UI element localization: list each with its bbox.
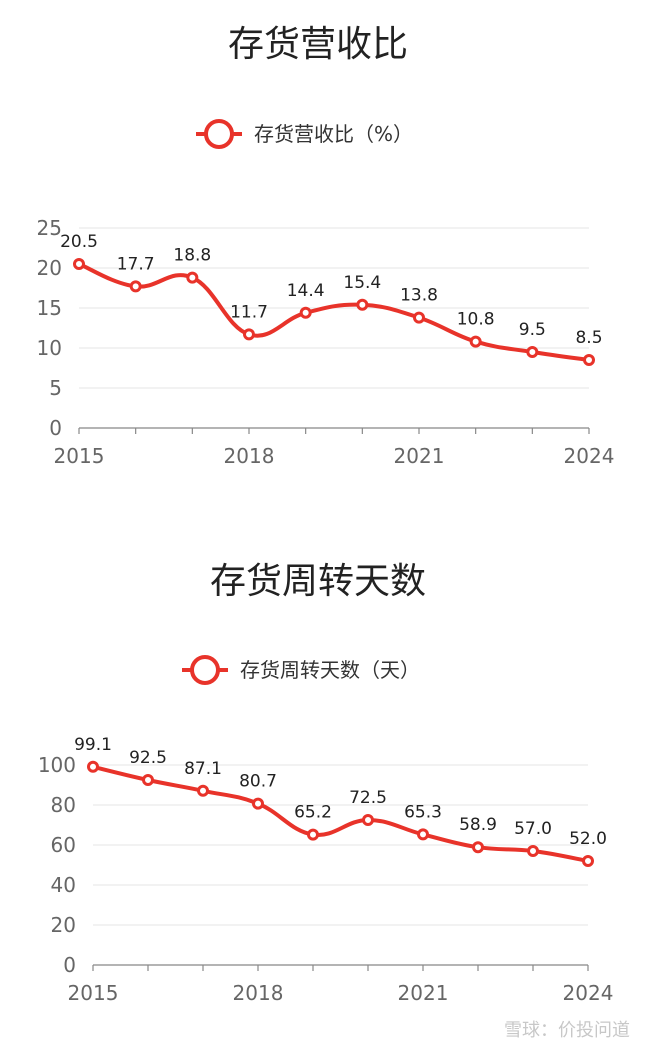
y-tick-label: 60	[51, 833, 76, 857]
data-label: 65.2	[294, 803, 332, 823]
y-tick-label: 20	[51, 913, 76, 937]
x-tick-label: 2021	[394, 444, 445, 468]
legend: 存货周转天数（天）	[182, 655, 420, 685]
x-tick-label: 2021	[398, 981, 449, 1005]
data-label: 15.4	[343, 273, 381, 293]
data-point[interactable]	[469, 335, 482, 348]
data-label: 13.8	[400, 286, 438, 306]
y-tick-label: 100	[38, 753, 76, 777]
data-label: 92.5	[129, 748, 167, 768]
data-point[interactable]	[527, 845, 539, 857]
legend-label: 存货周转天数（天）	[240, 658, 420, 682]
x-tick-label: 2018	[224, 444, 275, 468]
x-tick-label: 2015	[68, 981, 119, 1005]
data-point[interactable]	[129, 280, 142, 293]
inventory-turnover-days-chart: 存货周转天数 存货周转天数（天） 0 20 40 60 80 100 2015 2018 202…	[38, 561, 614, 1005]
x-tick-label: 2024	[563, 981, 614, 1005]
data-point[interactable]	[472, 841, 484, 854]
data-point[interactable]	[526, 346, 539, 358]
data-label: 10.8	[457, 310, 495, 330]
x-tick-label: 2015	[54, 444, 105, 468]
data-label: 80.7	[239, 772, 277, 792]
y-tick-label: 0	[63, 953, 76, 977]
y-tick-label: 20	[37, 256, 62, 280]
y-tick-label: 80	[51, 793, 76, 817]
data-point[interactable]	[417, 828, 429, 841]
data-label: 20.5	[60, 232, 98, 252]
watermark: 雪球：价投问道	[504, 1020, 630, 1041]
data-point[interactable]	[186, 271, 199, 284]
y-tick-label: 25	[37, 216, 62, 240]
y-tick-label: 40	[51, 873, 76, 897]
series-line	[91, 764, 590, 863]
data-label: 17.7	[117, 254, 155, 274]
data-label: 18.8	[173, 246, 211, 266]
inventory-revenue-ratio-chart: 存货营收比 存货营收比（%） 0 5 10 15 20 25 2015 2018 2021 202…	[37, 24, 615, 468]
data-point[interactable]	[413, 311, 425, 324]
x-tick-label: 2018	[233, 981, 284, 1005]
data-point[interactable]	[243, 328, 255, 341]
data-label: 72.5	[349, 788, 387, 808]
chart-title: 存货营收比	[228, 24, 408, 65]
data-label: 52.0	[569, 829, 607, 849]
y-tick-label: 15	[37, 296, 62, 320]
legend-marker	[190, 655, 220, 685]
data-label: 9.5	[519, 320, 546, 340]
data-point[interactable]	[583, 354, 595, 366]
legend: 存货营收比（%）	[196, 119, 413, 149]
series-line	[77, 262, 591, 362]
y-tick-label: 10	[37, 336, 62, 360]
data-label: 99.1	[74, 735, 112, 755]
data-label: 87.1	[184, 759, 222, 779]
data-point[interactable]	[73, 258, 85, 270]
data-point[interactable]	[582, 855, 594, 867]
data-label: 8.5	[575, 328, 602, 348]
y-tick-label: 0	[49, 416, 62, 440]
data-point[interactable]	[87, 760, 99, 773]
data-label: 58.9	[459, 815, 497, 835]
data-point[interactable]	[197, 784, 209, 797]
data-point[interactable]	[142, 774, 154, 786]
data-point[interactable]	[299, 306, 312, 319]
y-tick-label: 5	[49, 376, 62, 400]
data-label: 11.7	[230, 302, 268, 322]
legend-label: 存货营收比（%）	[254, 122, 413, 146]
data-point[interactable]	[252, 797, 264, 810]
data-label: 57.0	[514, 819, 552, 839]
data-point[interactable]	[307, 828, 319, 841]
data-point[interactable]	[356, 298, 369, 311]
legend-marker	[204, 119, 234, 149]
x-tick-label: 2024	[564, 444, 615, 468]
chart-title: 存货周转天数	[210, 561, 426, 602]
data-label: 14.4	[287, 281, 325, 301]
data-label: 65.3	[404, 802, 442, 822]
data-point[interactable]	[362, 814, 374, 826]
